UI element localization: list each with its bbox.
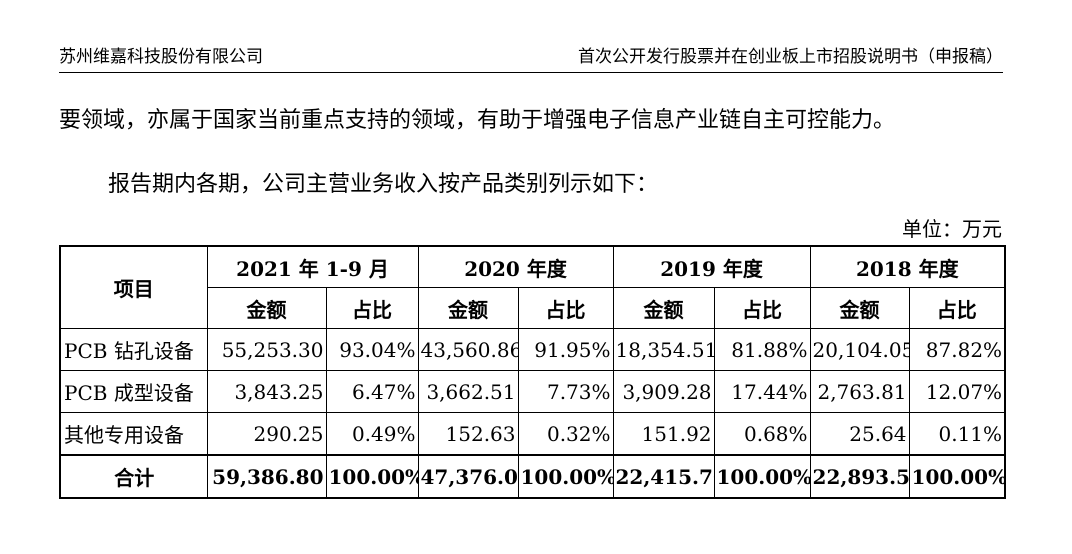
ratio-header: 占比 — [517, 287, 614, 329]
amount-header: 金额 — [809, 287, 910, 329]
period-header-2018: 2018 年度 — [809, 245, 1006, 288]
amount-cell: 151.92 — [612, 412, 715, 456]
ratio-cell: 17.44% — [713, 370, 811, 413]
body-paragraph-2: 报告期内各期，公司主营业务收入按产品类别列示如下： — [108, 172, 659, 197]
amount-cell: 55,253.30 — [206, 328, 327, 371]
ratio-cell: 12.07% — [908, 370, 1006, 413]
amount-cell: 43,560.86 — [417, 328, 519, 371]
amount-cell: 2,763.81 — [809, 370, 910, 413]
ratio-cell: 7.73% — [517, 370, 614, 413]
amount-cell: 3,662.51 — [417, 370, 519, 413]
total-ratio-cell: 100.00% — [713, 454, 811, 499]
table-row: PCB 钻孔设备 55,253.30 93.04% 43,560.86 91.9… — [59, 328, 1006, 371]
ratio-header: 占比 — [713, 287, 811, 329]
total-amount-cell: 22,893.51 — [809, 454, 910, 499]
total-ratio-cell: 100.00% — [325, 454, 419, 499]
amount-cell: 290.25 — [206, 412, 327, 456]
body-paragraph-1: 要领域，亦属于国家当前重点支持的领域，有助于增强电子信息产业链自主可控能力。 — [59, 108, 896, 133]
ratio-cell: 93.04% — [325, 328, 419, 371]
amount-header: 金额 — [206, 287, 327, 329]
ratio-cell: 0.11% — [908, 412, 1006, 456]
ratio-cell: 6.47% — [325, 370, 419, 413]
total-amount-cell: 59,386.80 — [206, 454, 327, 499]
row-label: 其他专用设备 — [59, 412, 208, 456]
total-label: 合计 — [59, 454, 208, 499]
total-amount-cell: 47,376.00 — [417, 454, 519, 499]
ratio-cell: 81.88% — [713, 328, 811, 371]
amount-cell: 3,843.25 — [206, 370, 327, 413]
ratio-cell: 87.82% — [908, 328, 1006, 371]
ratio-cell: 0.32% — [517, 412, 614, 456]
table-row: PCB 成型设备 3,843.25 6.47% 3,662.51 7.73% 3… — [59, 370, 1006, 413]
page-header: 苏州维嘉科技股份有限公司 首次公开发行股票并在创业板上市招股说明书（申报稿） — [59, 44, 1003, 73]
total-ratio-cell: 100.00% — [517, 454, 614, 499]
unit-label: 单位：万元 — [902, 217, 1002, 241]
amount-cell: 152.63 — [417, 412, 519, 456]
period-header-2020: 2020 年度 — [417, 245, 614, 288]
ratio-header: 占比 — [908, 287, 1006, 329]
period-header-2021: 2021 年 1-9 月 — [206, 245, 419, 288]
ratio-cell: 91.95% — [517, 328, 614, 371]
amount-header: 金额 — [417, 287, 519, 329]
row-label: PCB 钻孔设备 — [59, 328, 208, 371]
amount-cell: 25.64 — [809, 412, 910, 456]
table-row: 其他专用设备 290.25 0.49% 152.63 0.32% 151.92 … — [59, 412, 1006, 456]
total-ratio-cell: 100.00% — [908, 454, 1006, 499]
company-name: 苏州维嘉科技股份有限公司 — [59, 47, 263, 67]
ratio-cell: 0.68% — [713, 412, 811, 456]
amount-cell: 3,909.28 — [612, 370, 715, 413]
ratio-header: 占比 — [325, 287, 419, 329]
total-amount-cell: 22,415.70 — [612, 454, 715, 499]
total-row: 合计 59,386.80 100.00% 47,376.00 100.00% 2… — [59, 454, 1006, 499]
amount-cell: 18,354.51 — [612, 328, 715, 371]
ratio-cell: 0.49% — [325, 412, 419, 456]
item-header: 项目 — [59, 245, 208, 329]
row-label: PCB 成型设备 — [59, 370, 208, 413]
amount-header: 金额 — [612, 287, 715, 329]
period-header-2019: 2019 年度 — [612, 245, 811, 288]
document-title: 首次公开发行股票并在创业板上市招股说明书（申报稿） — [578, 47, 1003, 67]
amount-cell: 20,104.05 — [809, 328, 910, 371]
revenue-by-product-table: 项目 2021 年 1-9 月 2020 年度 2019 年度 2018 年度 … — [59, 245, 1007, 499]
